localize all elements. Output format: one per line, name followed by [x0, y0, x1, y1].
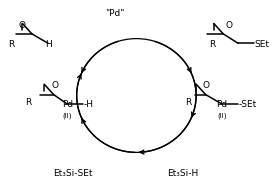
Text: Et₃Si-SEt: Et₃Si-SEt: [53, 169, 92, 178]
Text: (II): (II): [217, 112, 227, 119]
Text: O: O: [52, 81, 58, 90]
Text: R: R: [185, 98, 191, 107]
Text: -H: -H: [84, 100, 93, 108]
Text: (II): (II): [62, 112, 72, 119]
Text: Pd: Pd: [62, 100, 73, 108]
Text: "Pd": "Pd": [105, 10, 124, 19]
Text: Et₃Si-H: Et₃Si-H: [167, 169, 198, 178]
Text: R: R: [209, 40, 216, 49]
Text: H: H: [45, 40, 52, 49]
Text: O: O: [202, 81, 209, 90]
Text: Pd: Pd: [216, 100, 227, 108]
Text: -SEt: -SEt: [238, 100, 256, 108]
Text: SEt: SEt: [255, 40, 269, 49]
Text: R: R: [8, 40, 15, 49]
Text: O: O: [19, 21, 26, 30]
Text: R: R: [25, 98, 31, 107]
Text: O: O: [225, 21, 232, 30]
